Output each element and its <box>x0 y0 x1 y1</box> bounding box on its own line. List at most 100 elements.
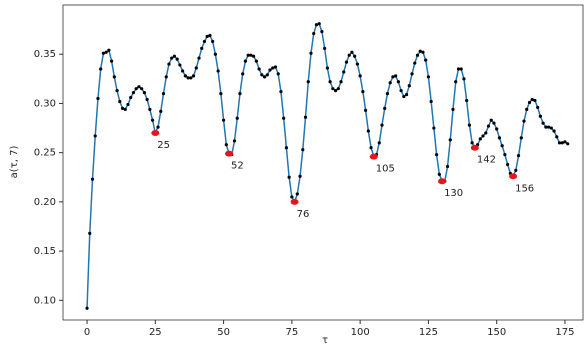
data-point <box>282 116 286 120</box>
data-point <box>358 74 362 78</box>
data-point <box>126 102 130 107</box>
x-axis-label: τ <box>322 335 328 345</box>
data-point <box>284 146 289 150</box>
annotation-marker <box>509 173 518 180</box>
annotation-label: 142 <box>477 155 496 166</box>
data-point <box>552 129 556 133</box>
data-point <box>413 61 417 65</box>
data-point <box>429 99 433 104</box>
data-point <box>404 92 409 97</box>
data-point <box>456 67 461 71</box>
data-point <box>268 68 272 72</box>
data-point <box>96 96 100 101</box>
data-point <box>320 29 324 34</box>
data-point <box>402 94 406 99</box>
data-point <box>112 75 116 79</box>
data-point <box>541 121 545 125</box>
data-point <box>503 153 507 157</box>
data-point <box>99 67 103 71</box>
data-point <box>271 66 275 70</box>
data-point <box>200 46 204 50</box>
data-point <box>380 123 384 127</box>
data-point <box>388 81 392 85</box>
data-point <box>435 153 439 157</box>
annotation-marker <box>225 150 234 157</box>
data-point <box>205 34 209 39</box>
data-point <box>418 49 422 53</box>
data-point <box>549 126 553 130</box>
data-point <box>421 50 425 54</box>
data-point <box>486 124 491 128</box>
annotation-label: 52 <box>231 161 244 172</box>
data-point <box>519 136 523 140</box>
data-line <box>86 22 569 309</box>
data-point <box>495 127 499 131</box>
data-point <box>140 87 144 91</box>
data-point <box>257 67 261 71</box>
data-point <box>170 56 174 60</box>
annotation-label: 156 <box>515 183 534 194</box>
data-point <box>260 73 264 77</box>
data-point <box>197 56 201 60</box>
data-point <box>216 69 220 73</box>
data-point <box>366 129 370 133</box>
data-point <box>246 53 250 57</box>
data-point <box>557 141 562 145</box>
data-point <box>290 195 294 199</box>
data-point <box>202 39 207 44</box>
annotation-label: 105 <box>376 164 395 175</box>
data-point <box>241 72 245 76</box>
data-point <box>213 52 217 56</box>
data-point <box>178 63 182 67</box>
data-point <box>538 114 542 118</box>
data-point <box>516 154 521 158</box>
data-point <box>377 141 381 145</box>
data-point <box>525 107 529 111</box>
data-point <box>323 46 327 50</box>
data-point <box>85 306 89 310</box>
data-point <box>252 54 256 58</box>
data-point <box>391 75 395 79</box>
data-point <box>186 76 190 80</box>
data-point <box>115 89 119 93</box>
data-point <box>383 106 387 110</box>
data-point <box>355 62 360 66</box>
data-point <box>181 69 185 73</box>
data-point <box>361 90 365 94</box>
data-point <box>451 107 455 111</box>
data-point <box>243 59 248 63</box>
data-point <box>407 84 411 88</box>
data-point <box>339 80 343 84</box>
y-tick-label: 0.10 <box>34 295 56 306</box>
plot-frame <box>62 4 584 321</box>
data-point <box>129 95 133 100</box>
data-point <box>137 85 141 89</box>
data-point <box>560 141 564 145</box>
y-tick-label: 0.35 <box>34 49 56 60</box>
data-point <box>208 33 212 38</box>
data-point <box>514 168 518 172</box>
annotation-marker <box>470 144 479 151</box>
data-point <box>536 105 540 109</box>
annotation-marker <box>290 198 299 205</box>
data-point <box>194 66 198 70</box>
data-point <box>364 108 368 112</box>
data-point <box>342 70 346 74</box>
data-point <box>279 90 283 94</box>
data-point <box>566 142 570 146</box>
data-point <box>238 91 242 96</box>
x-tick-label: 0 <box>84 327 90 338</box>
data-point <box>467 123 471 127</box>
data-point <box>254 59 258 63</box>
data-point <box>120 106 125 110</box>
data-point <box>424 58 428 62</box>
data-point <box>489 118 493 122</box>
data-point <box>462 77 466 81</box>
data-point <box>546 125 551 129</box>
y-tick-label: 0.15 <box>34 246 56 257</box>
data-point <box>325 66 329 70</box>
data-point <box>445 164 450 169</box>
data-point <box>470 141 474 145</box>
data-point <box>232 139 237 143</box>
data-point <box>287 175 291 179</box>
